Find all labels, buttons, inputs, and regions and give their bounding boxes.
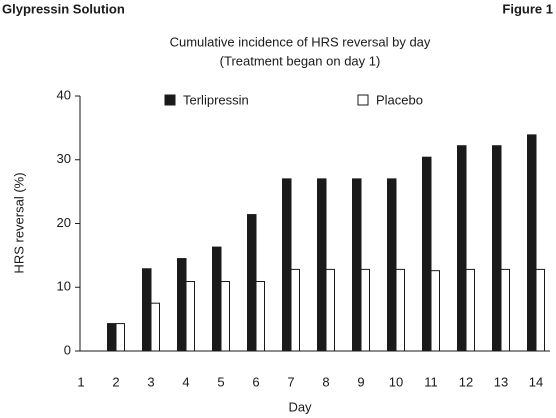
bar (492, 145, 502, 352)
bar (220, 281, 230, 352)
y-axis-label: HRS reversal (%) (11, 172, 26, 273)
x-tick-label: 10 (389, 374, 403, 389)
header-right: Figure 1 (502, 1, 553, 16)
chart-subtitle: (Treatment began on day 1) (220, 53, 381, 68)
chart-title: Cumulative incidence of HRS reversal by … (170, 34, 431, 49)
legend-swatch (164, 94, 176, 106)
legend-swatch (357, 94, 369, 106)
bar (150, 302, 160, 352)
bar (422, 156, 432, 352)
bar (185, 281, 195, 352)
bar (535, 268, 545, 352)
x-tick-label: 9 (357, 374, 364, 389)
bar (282, 178, 292, 352)
legend-label: Placebo (376, 92, 423, 107)
x-tick-label: 6 (252, 374, 259, 389)
bar (107, 323, 117, 352)
bar (142, 268, 152, 352)
bar (465, 268, 475, 352)
bar (325, 268, 335, 352)
bar (212, 246, 222, 352)
y-tick-label: 30 (57, 151, 71, 166)
bar (395, 268, 405, 352)
header-left: Glypressin Solution (2, 1, 125, 16)
y-tick-label: 20 (57, 215, 71, 230)
y-tick-label: 40 (57, 87, 71, 102)
x-tick-label: 14 (529, 374, 543, 389)
bar (352, 178, 362, 352)
x-tick-label: 11 (424, 374, 438, 389)
bar (177, 258, 187, 352)
bar (115, 323, 125, 352)
y-tick-label: 10 (57, 279, 71, 294)
bar (430, 270, 440, 352)
bar (457, 145, 467, 352)
bar (387, 178, 397, 352)
x-tick-label: 8 (322, 374, 329, 389)
legend-label: Terlipressin (183, 92, 249, 107)
bar (290, 268, 300, 352)
bar (527, 134, 537, 352)
x-tick-label: 12 (459, 374, 473, 389)
x-tick-label: 4 (182, 374, 189, 389)
bar (317, 178, 327, 352)
bar (500, 268, 510, 352)
x-tick-label: 7 (287, 374, 294, 389)
x-tick-label: 5 (217, 374, 224, 389)
bar (360, 268, 370, 352)
x-tick-label: 1 (77, 374, 84, 389)
x-axis-label: Day (288, 399, 312, 414)
y-tick-label: 0 (64, 342, 71, 357)
bar (247, 214, 257, 352)
x-tick-label: 3 (147, 374, 154, 389)
bar (255, 281, 265, 352)
x-tick-label: 13 (494, 374, 508, 389)
x-tick-label: 2 (112, 374, 119, 389)
